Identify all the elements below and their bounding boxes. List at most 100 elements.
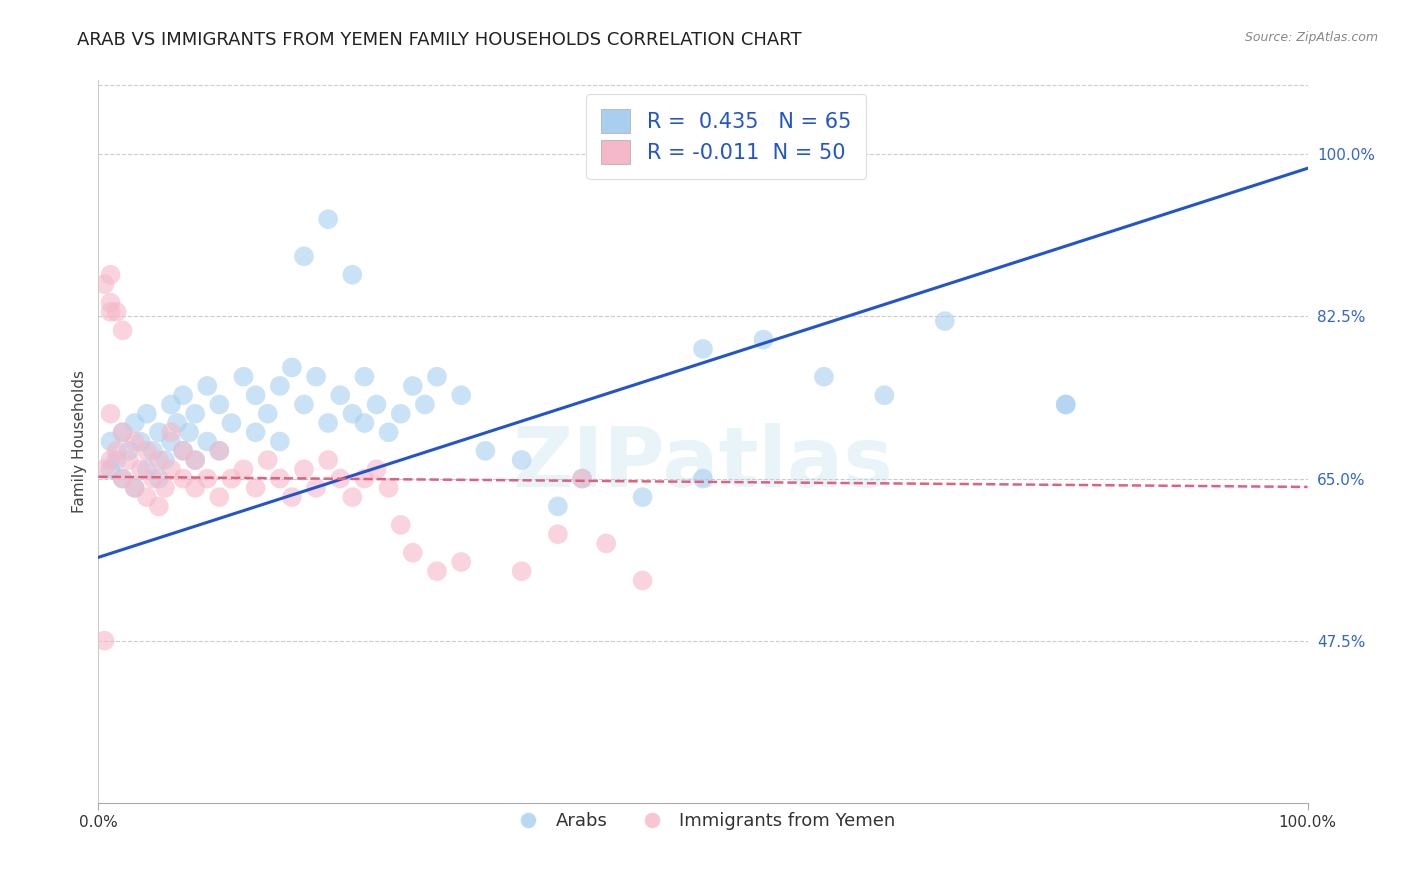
Point <box>292 462 315 476</box>
Point <box>752 333 775 347</box>
Point <box>142 472 165 486</box>
Point <box>100 305 122 319</box>
Point <box>221 472 243 486</box>
Point <box>208 397 231 411</box>
Point <box>160 425 183 440</box>
Point <box>184 407 207 421</box>
Text: ZIPatlas: ZIPatlas <box>513 423 893 504</box>
Point <box>124 416 146 430</box>
Point <box>93 462 115 476</box>
Point <box>316 453 339 467</box>
Point <box>93 277 115 291</box>
Point <box>813 369 835 384</box>
Point <box>342 490 364 504</box>
Point <box>389 407 412 421</box>
Point <box>281 360 304 375</box>
Point <box>100 462 122 476</box>
Point <box>100 407 122 421</box>
Point <box>221 416 243 430</box>
Point <box>631 574 654 588</box>
Point <box>100 295 122 310</box>
Point <box>316 212 339 227</box>
Point <box>510 453 533 467</box>
Point <box>571 472 593 486</box>
Point <box>256 453 278 467</box>
Point <box>118 453 141 467</box>
Point <box>413 397 436 411</box>
Point <box>148 453 170 467</box>
Point <box>148 500 170 514</box>
Point <box>342 268 364 282</box>
Point <box>377 425 399 440</box>
Point <box>232 462 254 476</box>
Point <box>135 462 157 476</box>
Point <box>353 369 375 384</box>
Point <box>135 407 157 421</box>
Point <box>111 425 134 440</box>
Point <box>269 434 291 449</box>
Point <box>245 388 267 402</box>
Point <box>172 472 194 486</box>
Point <box>873 388 896 402</box>
Point <box>595 536 617 550</box>
Point <box>129 434 152 449</box>
Point <box>1054 397 1077 411</box>
Point <box>547 527 569 541</box>
Point <box>124 481 146 495</box>
Legend: Arabs, Immigrants from Yemen: Arabs, Immigrants from Yemen <box>503 805 903 837</box>
Point <box>160 434 183 449</box>
Point <box>692 342 714 356</box>
Point <box>172 443 194 458</box>
Point <box>148 425 170 440</box>
Point <box>269 472 291 486</box>
Point <box>208 490 231 504</box>
Point <box>329 388 352 402</box>
Point <box>426 369 449 384</box>
Point <box>105 443 128 458</box>
Point <box>153 453 176 467</box>
Point <box>93 633 115 648</box>
Point <box>245 425 267 440</box>
Point <box>129 462 152 476</box>
Point <box>389 517 412 532</box>
Point <box>269 379 291 393</box>
Point <box>118 443 141 458</box>
Point <box>195 472 218 486</box>
Point <box>195 379 218 393</box>
Point <box>353 416 375 430</box>
Point <box>305 369 328 384</box>
Point <box>111 425 134 440</box>
Point <box>474 443 496 458</box>
Point <box>100 453 122 467</box>
Point <box>105 305 128 319</box>
Point <box>329 472 352 486</box>
Point <box>135 443 157 458</box>
Point <box>111 472 134 486</box>
Point <box>366 462 388 476</box>
Point <box>631 490 654 504</box>
Point <box>142 443 165 458</box>
Point <box>184 453 207 467</box>
Point <box>292 249 315 263</box>
Point <box>571 472 593 486</box>
Text: Source: ZipAtlas.com: Source: ZipAtlas.com <box>1244 31 1378 45</box>
Point <box>111 323 134 337</box>
Point <box>124 434 146 449</box>
Point <box>366 397 388 411</box>
Point <box>184 453 207 467</box>
Point <box>402 546 425 560</box>
Point <box>305 481 328 495</box>
Point <box>292 397 315 411</box>
Point <box>166 416 188 430</box>
Y-axis label: Family Households: Family Households <box>72 370 87 513</box>
Point <box>100 434 122 449</box>
Point <box>245 481 267 495</box>
Point <box>450 388 472 402</box>
Point <box>547 500 569 514</box>
Point <box>1054 397 1077 411</box>
Point <box>195 434 218 449</box>
Point <box>100 268 122 282</box>
Point <box>111 472 134 486</box>
Point <box>160 397 183 411</box>
Point <box>316 416 339 430</box>
